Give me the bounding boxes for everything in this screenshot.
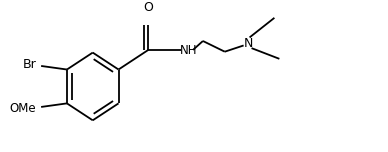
Text: N: N <box>244 37 253 50</box>
Text: NH: NH <box>180 44 197 57</box>
Text: O: O <box>144 1 153 14</box>
Text: OMe: OMe <box>10 102 36 115</box>
Text: Br: Br <box>23 58 36 71</box>
